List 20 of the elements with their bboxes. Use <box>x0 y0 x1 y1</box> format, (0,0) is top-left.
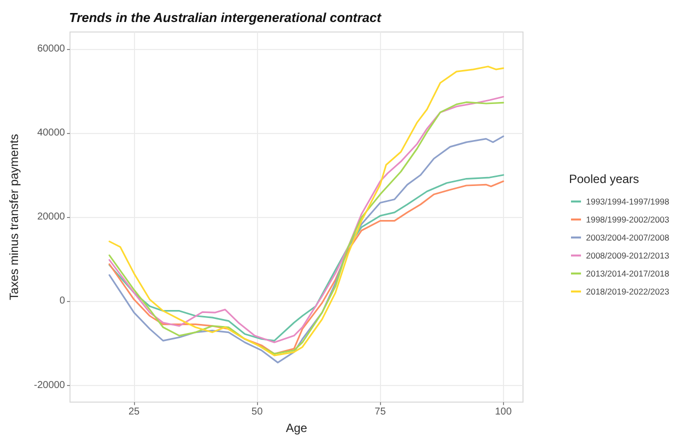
legend-label: 1993/1994-1997/1998 <box>586 196 670 206</box>
y-tick-label: 60000 <box>37 43 66 54</box>
x-tick-label: 50 <box>252 406 264 418</box>
legend-label: 2003/2004-2007/2008 <box>586 232 670 242</box>
legend-label: 1998/1999-2002/2003 <box>586 214 670 224</box>
x-tick-label: 75 <box>374 406 386 418</box>
legend-label: 2018/2019-2022/2023 <box>586 286 670 296</box>
x-axis-title: Age <box>286 421 308 435</box>
y-tick-label: -20000 <box>34 380 66 391</box>
legend-label: 2008/2009-2012/2013 <box>586 250 670 260</box>
y-tick-label: 20000 <box>37 212 66 223</box>
line-series <box>108 136 504 364</box>
legend-label: 2013/2014-2017/2018 <box>586 268 670 278</box>
legend-title: Pooled years <box>569 172 640 186</box>
y-tick-label: 40000 <box>37 127 66 138</box>
x-tick-label: 25 <box>128 406 140 418</box>
chart-title: Trends in the Australian intergenerational contract <box>69 10 382 25</box>
y-axis-title: Taxes minus transfer payments <box>7 134 21 300</box>
x-tick-label: 100 <box>494 406 512 418</box>
y-tick-label: 0 <box>59 296 66 307</box>
